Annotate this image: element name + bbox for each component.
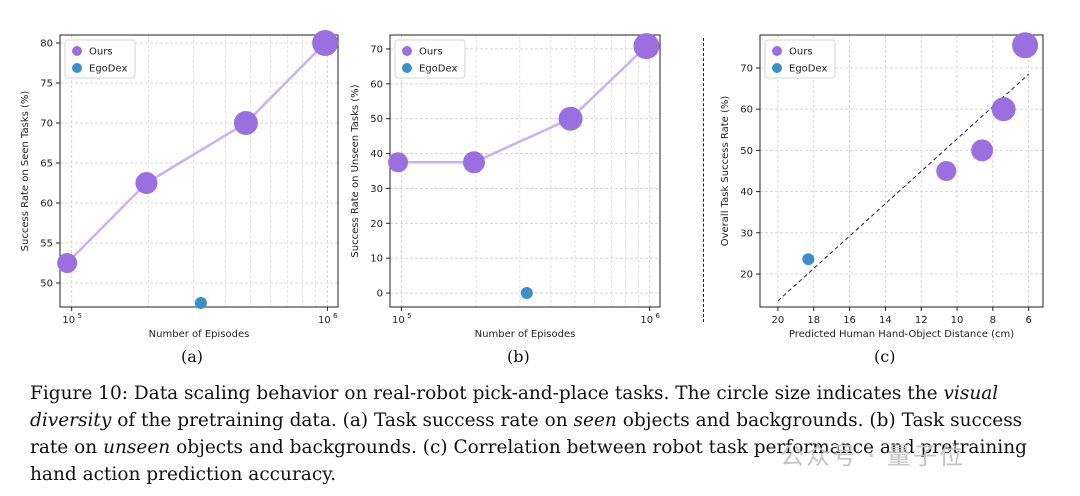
data-point-ours <box>936 161 957 181</box>
y-tick-label: 50 <box>740 146 753 157</box>
y-tick-label: 60 <box>740 105 753 116</box>
legend-box <box>764 39 836 79</box>
x-tick-label: 10 <box>62 315 75 326</box>
x-tick-label: 20 <box>772 315 785 326</box>
x-tick-label: 10 <box>640 315 653 326</box>
data-point-ours <box>971 139 994 162</box>
x-tick-label: 10 <box>318 315 331 326</box>
y-tick-label: 50 <box>370 114 383 125</box>
data-point-ours <box>1012 32 1039 59</box>
y-tick-label: 0 <box>377 289 383 300</box>
x-tick-label: 8 <box>990 315 996 326</box>
x-tick-label: 16 <box>843 315 856 326</box>
legend-label-egodex: EgoDex <box>789 64 827 75</box>
panel-separator <box>703 38 704 322</box>
subcaption-c: (c) <box>874 347 896 366</box>
subcaption-b: (b) <box>507 347 530 366</box>
legend-label-ours: Ours <box>89 47 113 58</box>
legend-label-ours: Ours <box>419 47 443 58</box>
y-tick-label: 10 <box>370 254 383 265</box>
legend-marker-egodex <box>402 63 412 73</box>
y-tick-label: 80 <box>40 39 53 50</box>
plot-frame <box>759 34 1044 308</box>
y-tick-label: 55 <box>40 239 53 250</box>
y-tick-label: 75 <box>40 79 53 90</box>
x-tick-label: 18 <box>807 315 820 326</box>
y-tick-label: 40 <box>370 149 383 160</box>
x-tick-exponent: 5 <box>77 312 81 320</box>
y-tick-label: 60 <box>40 199 53 210</box>
data-point-egodex <box>520 287 533 300</box>
legend: Ours EgoDex <box>764 39 836 79</box>
data-point-ours <box>462 151 485 174</box>
y-axis-label: Success Rate on Seen Tasks (%) <box>20 91 31 252</box>
y-tick-label: 65 <box>40 159 53 170</box>
x-tick-label: 10 <box>951 315 964 326</box>
data-point-ours <box>388 152 409 173</box>
data-point-ours <box>312 30 339 56</box>
legend-box <box>394 39 466 79</box>
data-point-ours <box>135 172 158 194</box>
subcaption-a: (a) <box>181 347 204 366</box>
legend-label-egodex: EgoDex <box>419 64 457 75</box>
legend-marker-egodex <box>772 63 782 73</box>
legend: Ours EgoDex <box>64 39 136 79</box>
y-axis-label: Overall Task Success Rate (%) <box>720 96 731 247</box>
legend-box <box>64 39 136 79</box>
y-tick-label: 30 <box>370 184 383 195</box>
x-tick-exponent: 5 <box>407 312 411 320</box>
watermark: 公众号 · 量子位 <box>780 442 965 470</box>
legend-marker-ours <box>402 46 412 56</box>
legend-label-egodex: EgoDex <box>89 64 127 75</box>
data-point-ours <box>991 97 1016 122</box>
x-tick-label: 12 <box>915 315 928 326</box>
y-axis-label: Success Rate on Unseen Tasks (%) <box>350 84 361 257</box>
data-point-ours <box>633 33 660 60</box>
series-line-ours <box>66 42 327 264</box>
x-axis-label: Number of Episodes <box>149 329 250 340</box>
y-tick-label: 20 <box>740 270 753 281</box>
legend: Ours EgoDex <box>394 39 466 79</box>
y-tick-label: 40 <box>740 187 753 198</box>
grid <box>60 35 338 307</box>
legend-marker-egodex <box>72 63 82 73</box>
x-axis-label: Predicted Human Hand-Object Distance (cm… <box>789 329 1014 340</box>
figure-caption: Figure 10: Data scaling behavior on real… <box>30 383 1027 485</box>
fit-line <box>777 73 1030 302</box>
legend-marker-ours <box>72 46 82 56</box>
y-tick-label: 60 <box>370 79 383 90</box>
data-point-egodex <box>802 253 815 266</box>
series-line-ours <box>398 45 648 164</box>
data-point-ours <box>233 111 258 135</box>
y-tick-label: 30 <box>740 228 753 239</box>
x-tick-label: 14 <box>879 315 892 326</box>
x-tick-label: 10 <box>392 315 405 326</box>
legend-label-ours: Ours <box>789 47 813 58</box>
data-point-ours <box>57 253 78 273</box>
chart-c: 20 30 40 50 60 70 20 18 16 14 12 10 8 6 Predicted Huma… <box>720 32 1044 340</box>
data-point-ours <box>558 106 583 131</box>
y-tick-label: 50 <box>40 279 53 290</box>
y-tick-label: 70 <box>40 119 53 130</box>
legend-marker-ours <box>772 46 782 56</box>
x-axis-label: Number of Episodes <box>475 329 576 340</box>
y-tick-label: 20 <box>370 219 383 230</box>
plot-frame <box>389 34 661 308</box>
data-point-egodex <box>194 297 207 309</box>
y-tick-label: 70 <box>370 44 383 55</box>
y-tick-label: 70 <box>740 63 753 74</box>
x-tick-exponent: 6 <box>655 312 660 320</box>
x-tick-exponent: 6 <box>333 312 338 320</box>
x-tick-label: 6 <box>1025 315 1031 326</box>
